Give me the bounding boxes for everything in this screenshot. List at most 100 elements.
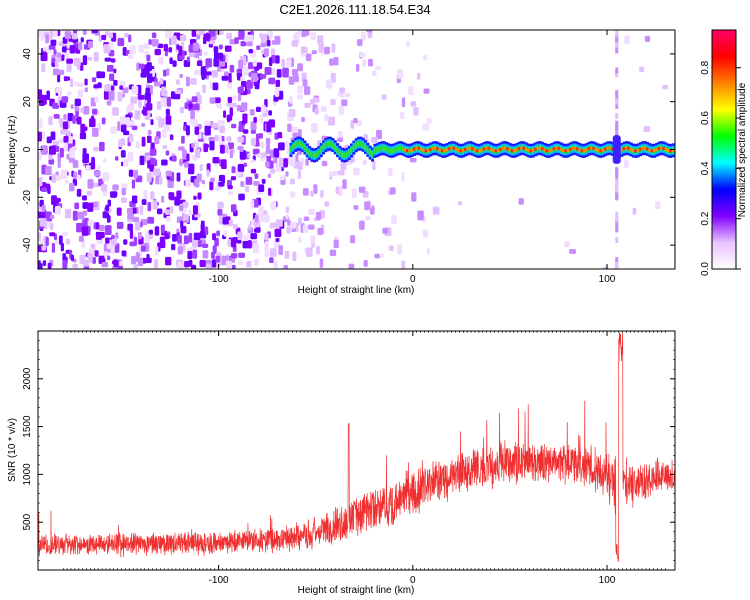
heatmap-cell bbox=[195, 91, 201, 97]
heatmap-cell bbox=[332, 170, 338, 176]
heatmap-cell bbox=[92, 108, 98, 115]
heatmap-cell bbox=[76, 188, 82, 197]
heatmap-cell bbox=[237, 93, 242, 102]
heatmap-cell bbox=[641, 146, 645, 150]
heatmap-cell bbox=[287, 123, 292, 133]
heatmap-cell bbox=[208, 136, 216, 142]
heatmap-cell bbox=[46, 90, 50, 100]
heatmap-cell bbox=[144, 233, 149, 242]
heatmap-cell bbox=[564, 241, 570, 248]
heatmap-cell bbox=[172, 233, 177, 242]
heatmap-cell bbox=[223, 144, 230, 154]
heatmap-cell bbox=[217, 119, 225, 127]
heatmap-cell bbox=[161, 159, 168, 166]
heatmap-cell bbox=[45, 211, 52, 221]
heatmap-cell bbox=[95, 233, 103, 240]
heatmap-cell bbox=[286, 59, 292, 68]
heatmap-cell bbox=[240, 81, 247, 87]
heatmap-cell bbox=[480, 148, 484, 152]
heatmap-cell bbox=[50, 131, 56, 141]
heatmap-cell bbox=[389, 148, 393, 154]
heatmap-cell bbox=[128, 133, 134, 143]
heatmap-cell bbox=[492, 148, 496, 152]
heatmap-cell bbox=[310, 31, 317, 40]
heatmap-cell bbox=[199, 30, 205, 36]
heatmap-cell bbox=[224, 45, 232, 52]
heatmap-cell bbox=[48, 116, 53, 126]
heatmap-cell bbox=[623, 159, 629, 168]
heatmap-cell bbox=[639, 66, 645, 73]
heatmap-cell bbox=[387, 167, 393, 176]
heatmap-cell bbox=[162, 69, 167, 77]
heatmap-cell bbox=[205, 58, 212, 68]
heatmap-cell bbox=[266, 40, 271, 47]
heatmap-cell bbox=[373, 148, 377, 154]
heatmap-cell bbox=[252, 148, 260, 155]
heatmap-cell bbox=[291, 144, 295, 150]
heatmap-cell bbox=[287, 220, 292, 226]
heatmap-cell bbox=[184, 102, 188, 110]
heatmap-cell bbox=[57, 73, 61, 83]
heatmap-cell bbox=[210, 177, 215, 183]
heatmap-cell bbox=[203, 33, 211, 42]
heatmap-cell bbox=[49, 222, 54, 230]
heatmap-cell bbox=[253, 181, 260, 186]
heatmap-cell bbox=[534, 147, 538, 151]
heatmap-cell bbox=[186, 56, 190, 63]
heatmap-cell bbox=[615, 262, 619, 269]
heatmap-cell bbox=[146, 135, 152, 143]
heatmap-cell bbox=[408, 149, 412, 153]
heatmap-cell bbox=[374, 253, 380, 259]
heatmap-cell bbox=[290, 178, 295, 185]
heatmap-cell bbox=[238, 30, 245, 40]
heatmap-cell bbox=[165, 150, 170, 156]
heatmap-cell bbox=[315, 152, 319, 158]
heatmap-cell bbox=[248, 62, 255, 70]
heatmap-cell bbox=[662, 146, 666, 150]
heatmap-cell bbox=[359, 52, 366, 58]
heatmap-cell bbox=[268, 77, 276, 85]
heatmap-cell bbox=[165, 115, 172, 125]
heatmap-cell bbox=[199, 259, 206, 268]
heatmap-cell bbox=[429, 147, 433, 151]
heatmap-cell bbox=[375, 147, 379, 153]
heatmap-cell bbox=[51, 173, 57, 183]
heatmap-cell bbox=[57, 160, 61, 169]
heatmap-cell bbox=[80, 123, 86, 134]
heatmap-cell bbox=[64, 31, 72, 40]
heatmap-cell bbox=[162, 129, 167, 138]
heatmap-cell bbox=[110, 58, 116, 63]
heatmap-cell bbox=[564, 149, 568, 153]
heatmap-cell bbox=[298, 217, 302, 226]
heatmap-cell bbox=[53, 49, 57, 55]
heatmap-cell bbox=[209, 97, 216, 104]
heatmap-cell bbox=[87, 202, 94, 212]
heatmap-cell bbox=[191, 96, 198, 103]
heatmap-cell bbox=[239, 146, 244, 153]
heatmap-cell bbox=[192, 42, 199, 51]
heatmap-cell bbox=[250, 121, 257, 131]
heatmap-cell bbox=[464, 147, 468, 151]
heatmap-cell bbox=[599, 149, 603, 153]
heatmap-cell bbox=[385, 146, 389, 152]
heatmap-cell bbox=[401, 171, 405, 182]
heatmap-cell bbox=[510, 149, 514, 153]
heatmap-cell bbox=[615, 112, 619, 119]
heatmap-cell bbox=[353, 167, 360, 176]
heatmap-cell bbox=[240, 76, 245, 81]
heatmap-cell bbox=[302, 79, 308, 87]
heatmap-cell bbox=[113, 259, 118, 268]
heatmap-cell bbox=[41, 131, 46, 140]
heatmap-cell bbox=[121, 188, 126, 196]
heatmap-cell bbox=[119, 260, 124, 266]
heatmap-cell bbox=[298, 141, 302, 147]
heatmap-cell bbox=[422, 123, 430, 131]
heatmap-cell bbox=[545, 149, 549, 153]
heatmap-cell bbox=[63, 135, 69, 143]
heatmap-cell bbox=[204, 226, 209, 235]
heatmap-cell bbox=[187, 251, 193, 260]
heatmap-cell bbox=[160, 224, 165, 234]
heatmap-cell bbox=[82, 195, 87, 201]
heatmap-cell bbox=[347, 150, 351, 156]
heatmap-cell bbox=[214, 186, 220, 192]
